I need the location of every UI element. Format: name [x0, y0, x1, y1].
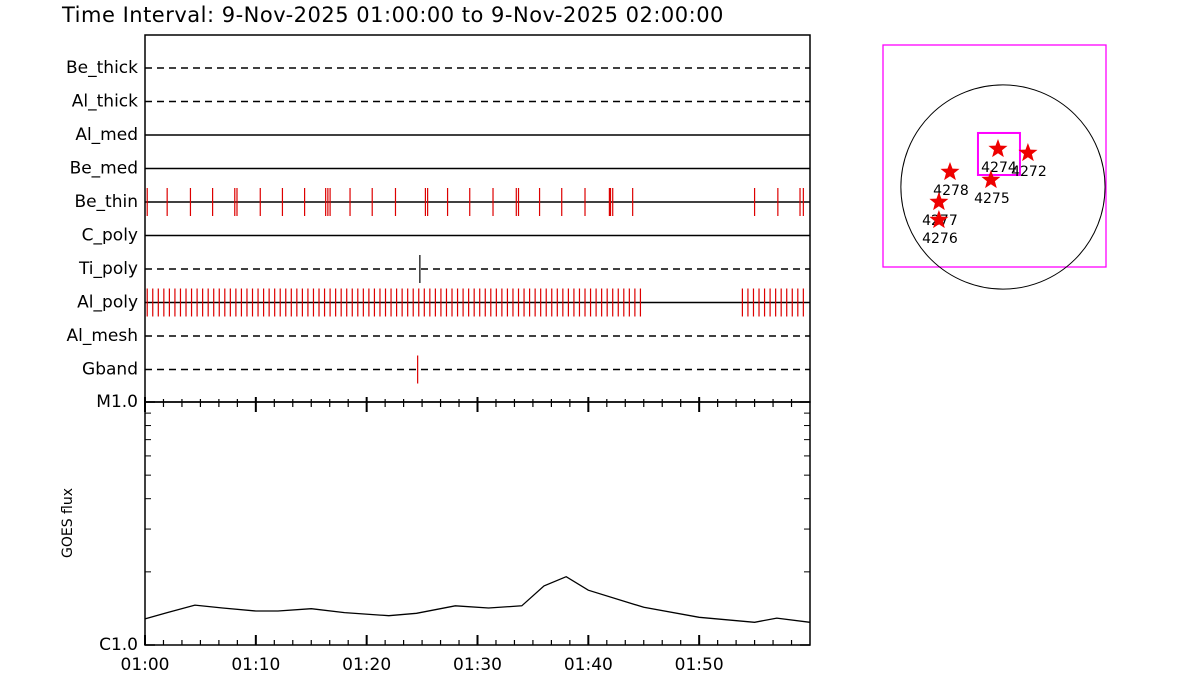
y-axis-label: GOES flux — [60, 488, 76, 558]
row-label: Al_thick — [72, 92, 138, 112]
y-tick-label: M1.0 — [96, 392, 138, 412]
ar-star — [929, 192, 949, 211]
row-label: Al_mesh — [66, 326, 138, 346]
goes-curve — [144, 575, 811, 623]
x-tick-label: 01:50 — [675, 655, 724, 675]
row-label: Be_thick — [66, 58, 138, 78]
x-tick-label: 01:30 — [453, 655, 502, 675]
row-label: Gband — [82, 360, 138, 380]
ar-star — [1018, 143, 1038, 162]
ar-label: 4272 — [1011, 164, 1047, 180]
row-label: C_poly — [82, 226, 138, 246]
ar-star — [981, 170, 1001, 189]
solar-disk — [900, 84, 1106, 290]
row-label: Ti_poly — [78, 259, 138, 279]
ar-star — [929, 210, 949, 229]
row-label: Be_med — [70, 159, 138, 179]
y-tick-label: C1.0 — [99, 635, 138, 655]
ar-label: 4274 — [981, 160, 1017, 176]
ar-label: 4278 — [933, 183, 969, 199]
ar-label: 4275 — [974, 191, 1010, 207]
x-tick-label: 01:00 — [121, 655, 170, 675]
pointing-box — [976, 131, 1021, 176]
ar-star — [940, 162, 960, 181]
goes-frame — [144, 401, 811, 646]
chart-title: Time Interval: 9-Nov-2025 01:00:00 to 9-… — [61, 3, 724, 27]
x-tick-label: 01:10 — [231, 655, 280, 675]
timeline-frame — [144, 34, 811, 403]
row-label: Be_thin — [74, 192, 138, 212]
ar-label: 4276 — [922, 231, 958, 247]
ar-star — [988, 139, 1008, 158]
row-label: Al_poly — [77, 293, 138, 313]
fov-box — [882, 44, 1107, 268]
row-label: Al_med — [75, 125, 138, 145]
x-tick-label: 01:20 — [342, 655, 391, 675]
x-tick-label: 01:40 — [564, 655, 613, 675]
